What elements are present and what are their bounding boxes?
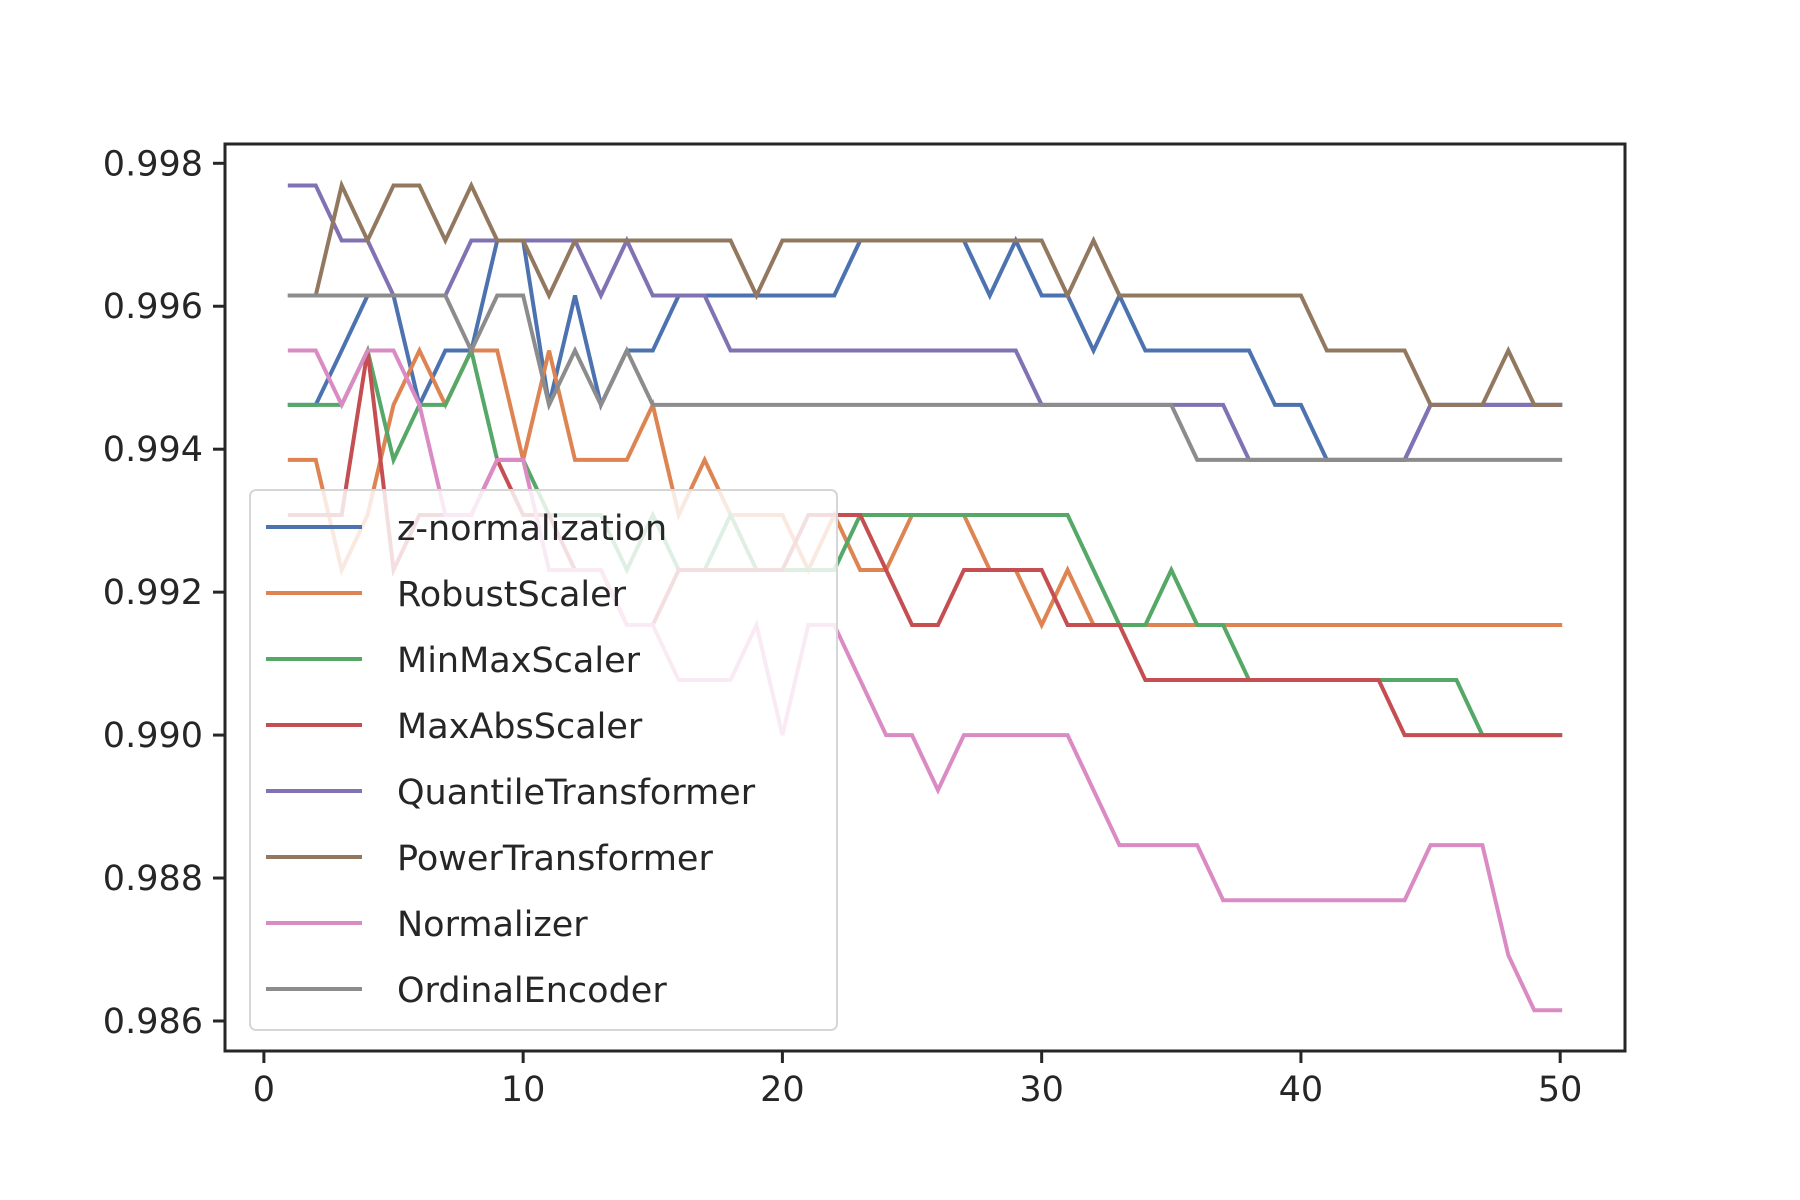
- y-tick-label: 0.990: [103, 716, 203, 756]
- series-layer: [287, 179, 1563, 1013]
- y-tick-label: 0.996: [103, 287, 203, 327]
- legend: z-normalization RobustScaler MinMaxScaler M…: [249, 489, 838, 1031]
- axis-layer: 0 10 20 30 40 50 0.986 0.988 0.990 0.992 0.994 0.99…: [103, 144, 1583, 1110]
- legend-label: Normalizer: [397, 905, 588, 945]
- y-tick-label: 0.992: [103, 573, 203, 613]
- series-line-powertransformer: [287, 179, 1563, 407]
- legend-label: QuantileTransformer: [397, 773, 756, 813]
- y-tick-label: 0.998: [103, 144, 203, 184]
- y-tick-label: 0.988: [103, 859, 203, 899]
- x-tick-label: 50: [1538, 1070, 1583, 1110]
- legend-box: [249, 489, 838, 1031]
- legend-label: RobustScaler: [397, 575, 627, 615]
- x-tick-label: 40: [1279, 1070, 1324, 1110]
- y-tick-label: 0.986: [103, 1002, 203, 1042]
- y-tick-label: 0.994: [103, 430, 203, 470]
- x-tick-label: 10: [501, 1070, 546, 1110]
- series-line-ordinalencoder: [287, 293, 1563, 462]
- x-tick-label: 20: [760, 1070, 805, 1110]
- series-line-maxabsscaler: [287, 350, 1563, 738]
- legend-label: MinMaxScaler: [397, 641, 641, 681]
- legend-label: z-normalization: [397, 509, 667, 549]
- legend-label: OrdinalEncoder: [397, 971, 667, 1011]
- series-line-normalizer: [287, 348, 1563, 1013]
- axes-frame: [223, 142, 1627, 1053]
- x-tick-label: 30: [1019, 1070, 1064, 1110]
- legend-label: MaxAbsScaler: [397, 707, 643, 747]
- legend-label: PowerTransformer: [397, 839, 713, 879]
- x-tick-label: 0: [253, 1070, 275, 1110]
